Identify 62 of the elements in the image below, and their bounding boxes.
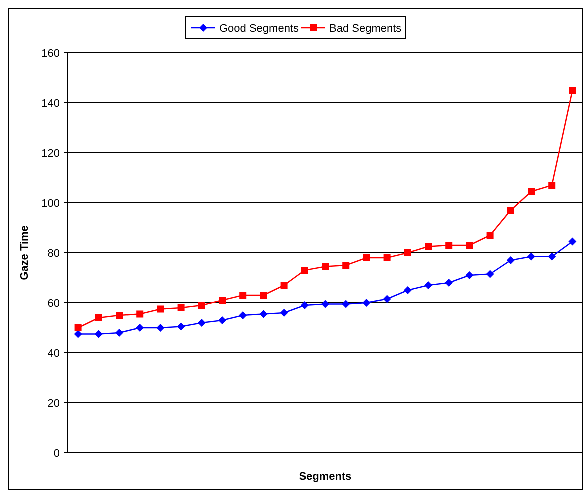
point [177,322,186,331]
point [404,286,412,294]
point [528,252,536,261]
y-tick-label: 0 [54,448,60,460]
point [486,232,494,239]
y-tick-label: 160 [42,48,60,60]
point [322,263,329,270]
point [446,242,453,249]
point [116,329,124,337]
y-tick-label: 80 [48,248,60,260]
point [218,316,226,324]
point [363,254,370,262]
point [362,299,371,307]
point [384,254,391,262]
point [198,319,206,327]
point [260,292,268,299]
point [506,256,515,264]
y-tick-label: 100 [42,198,60,210]
point [74,324,82,332]
point [156,324,165,332]
point [280,282,288,289]
point [95,314,102,322]
point [300,302,309,310]
point [136,324,144,332]
y-axis-title: Gaze Time [19,226,31,280]
point [116,312,123,319]
point [301,267,308,274]
point [404,250,412,256]
point [94,330,103,338]
point [157,306,164,313]
point [466,272,474,280]
y-tick-label: 20 [48,398,60,410]
point [219,297,226,304]
point [486,270,494,278]
point [507,207,514,214]
x-axis-title: Segments [299,471,352,483]
point [568,238,577,246]
point [569,87,576,94]
point [528,188,535,196]
point [548,252,556,261]
point [466,242,474,249]
point [383,295,392,304]
point [322,300,330,308]
point [239,312,248,320]
point [198,302,206,309]
point [548,182,556,189]
y-tick-label: 140 [42,98,60,110]
point [342,300,350,308]
point [425,243,432,250]
point [424,282,432,290]
y-tick-label: 40 [48,348,60,360]
legend-label: Bad Segments [330,22,402,35]
point [178,304,185,312]
point [136,310,144,318]
point [445,279,454,287]
y-tick-label: 120 [42,148,60,160]
y-tick-label: 60 [48,298,60,310]
point [260,310,268,318]
point [240,292,247,299]
legend-label: Good Segments [220,22,300,35]
point [342,262,350,269]
point [280,309,288,317]
